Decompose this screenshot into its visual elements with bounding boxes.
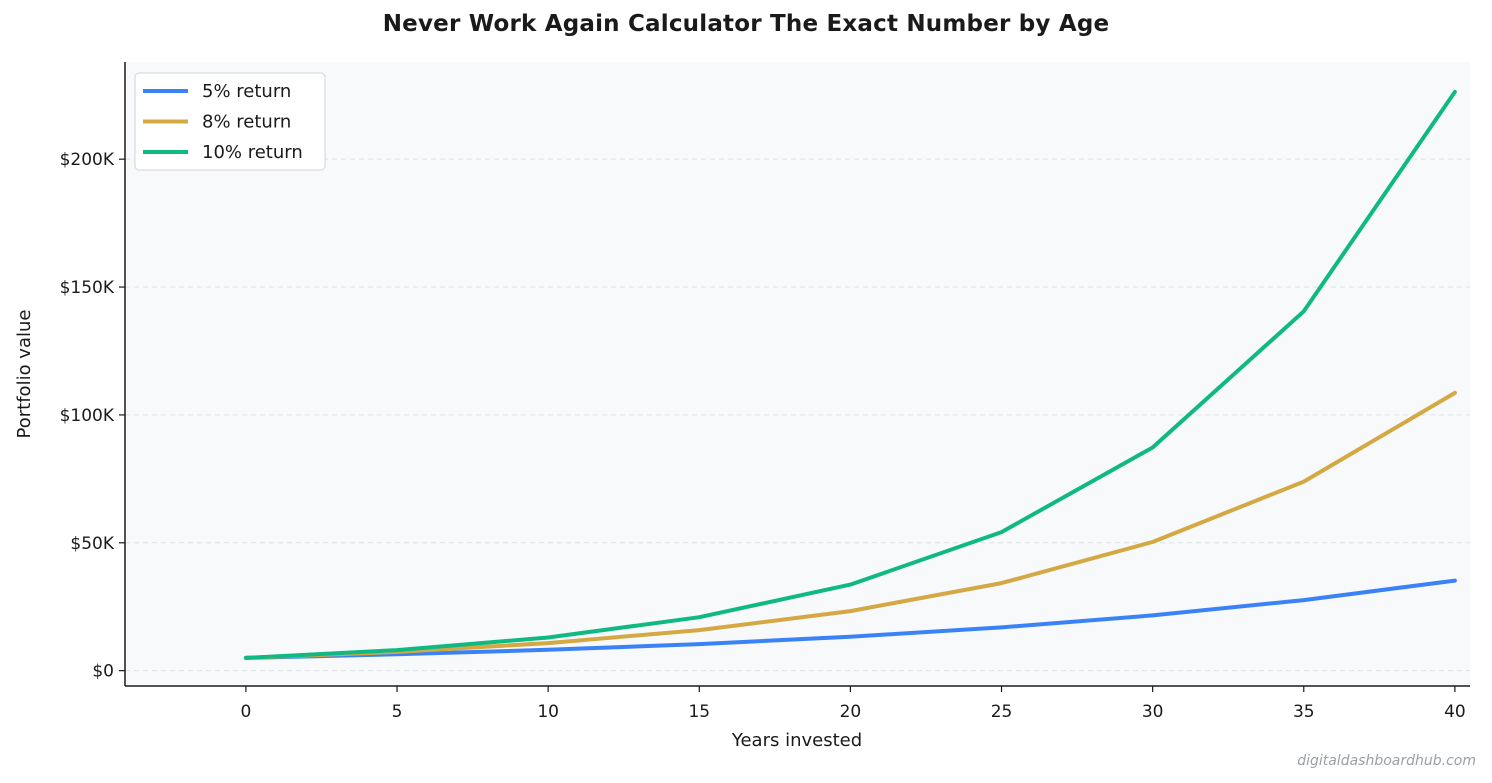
y-axis-label: Portfolio value: [14, 310, 35, 439]
y-tick-label: $0: [92, 662, 114, 682]
x-tick-label: 30: [1142, 702, 1164, 722]
series-line-0: [243, 578, 1457, 660]
plot-background: [125, 62, 1470, 686]
legend-label: 10% return: [202, 142, 303, 163]
series-line-2: [243, 89, 1457, 660]
x-tick-label: 0: [240, 702, 251, 722]
y-axis-ticks: $0 $50K $100K $150K $200K: [60, 150, 125, 682]
x-tick-label: 25: [991, 702, 1013, 722]
legend-box: [134, 72, 326, 171]
x-tick-label: 20: [840, 702, 862, 722]
x-tick-label: 40: [1444, 702, 1466, 722]
chart-title: Never Work Again Calculator The Exact Nu…: [382, 11, 1110, 37]
x-axis-label: Years invested: [731, 730, 862, 751]
series-lines: [243, 89, 1457, 660]
series-line-1: [243, 390, 1457, 660]
x-tick-label: 5: [392, 702, 403, 722]
x-tick-label: 10: [537, 702, 559, 722]
y-tick-label: $50K: [70, 534, 114, 554]
legend: 5% return 8% return 10% return: [134, 72, 326, 171]
y-tick-label: $150K: [60, 278, 115, 298]
legend-label: 5% return: [202, 81, 291, 102]
x-tick-label: 35: [1293, 702, 1315, 722]
legend-label: 8% return: [202, 112, 291, 133]
x-axis-ticks: 0 5 10 15 20 25 30 35 40: [240, 686, 1466, 722]
y-tick-label: $200K: [60, 150, 115, 170]
grid-lines: [125, 158, 1470, 672]
y-tick-label: $100K: [60, 406, 115, 426]
watermark: digitaldashboardhub.com: [1297, 753, 1476, 769]
x-tick-label: 15: [688, 702, 710, 722]
